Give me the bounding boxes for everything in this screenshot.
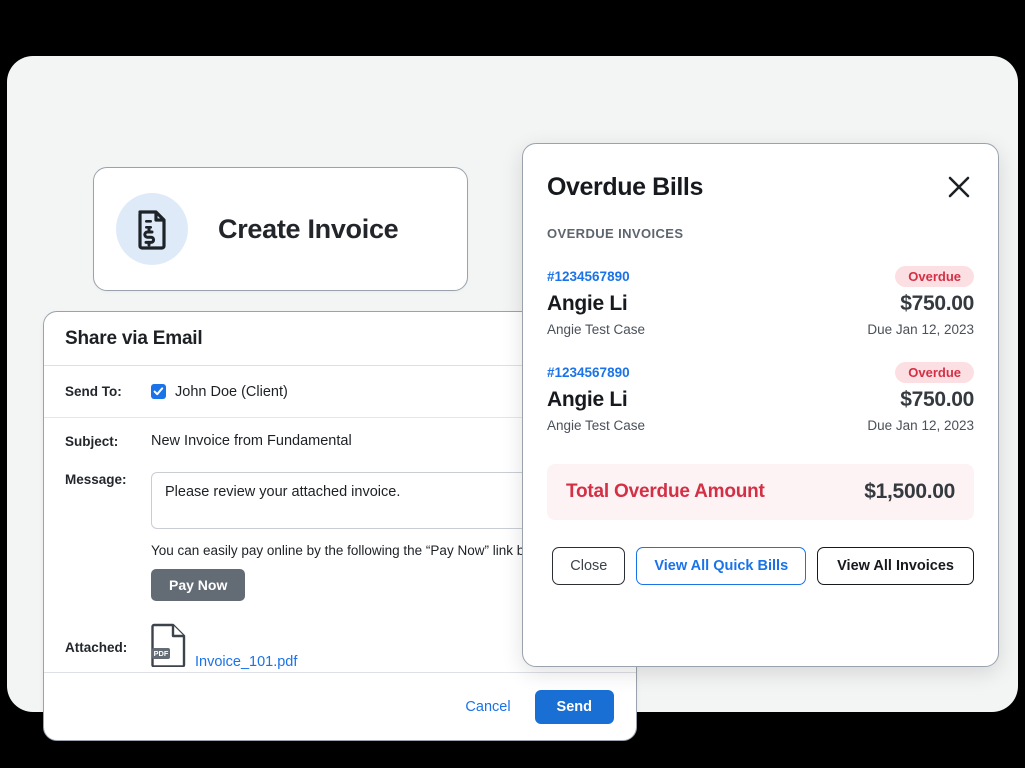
- invoice-case-name: Angie Test Case: [547, 322, 646, 337]
- overdue-section-label: OVERDUE INVOICES: [547, 226, 684, 241]
- overdue-bills-modal: Overdue Bills OVERDUE INVOICES #12345678…: [522, 143, 999, 667]
- send-to-label: Send To:: [65, 384, 122, 399]
- invoice-amount: $750.00: [900, 388, 974, 411]
- cancel-button[interactable]: Cancel: [461, 693, 514, 721]
- subject-value[interactable]: New Invoice from Fundamental: [151, 433, 352, 449]
- invoice-due-date: Due Jan 12, 2023: [867, 322, 974, 337]
- total-overdue-label: Total Overdue Amount: [566, 481, 765, 502]
- view-all-quick-bills-button[interactable]: View All Quick Bills: [636, 547, 807, 585]
- send-button[interactable]: Send: [534, 689, 614, 724]
- attached-row: Attached: PDF Invoice_101.pdf: [44, 623, 636, 672]
- invoice-amount: $750.00: [900, 292, 974, 315]
- overdue-modal-title: Overdue Bills: [547, 172, 703, 201]
- invoice-document-dollar-icon: [116, 193, 188, 265]
- subject-label: Subject:: [65, 433, 119, 449]
- invoice-client-name: Angie Li: [547, 388, 628, 411]
- pay-online-hint: You can easily pay online by the followi…: [151, 543, 555, 558]
- invoice-client-name: Angie Li: [547, 292, 628, 315]
- invoice-row[interactable]: #1234567890 Overdue Angie Li $750.00 Ang…: [547, 362, 974, 433]
- invoice-due-date: Due Jan 12, 2023: [867, 418, 974, 433]
- pdf-file-icon: PDF: [151, 623, 187, 672]
- status-badge: Overdue: [895, 266, 974, 287]
- overdue-modal-header: Overdue Bills: [547, 144, 974, 202]
- pay-now-button[interactable]: Pay Now: [151, 569, 246, 601]
- total-overdue-amount: $1,500.00: [864, 480, 955, 503]
- invoice-number-link[interactable]: #1234567890: [547, 365, 630, 380]
- attached-file-link[interactable]: Invoice_101.pdf: [195, 654, 298, 670]
- svg-text:PDF: PDF: [154, 649, 169, 658]
- invoice-case-name: Angie Test Case: [547, 418, 646, 433]
- email-dialog-title: Share via Email: [65, 327, 203, 349]
- attached-label: Attached:: [65, 640, 128, 655]
- message-label: Message:: [65, 472, 127, 487]
- invoice-row[interactable]: #1234567890 Overdue Angie Li $750.00 Ang…: [547, 266, 974, 337]
- send-to-row: Send To: John Doe (Client): [44, 366, 636, 418]
- create-invoice-card[interactable]: Create Invoice: [93, 167, 468, 291]
- subject-row: Subject: New Invoice from Fundamental: [44, 418, 636, 464]
- total-overdue-bar: Total Overdue Amount $1,500.00: [547, 464, 974, 520]
- recipient-name: John Doe (Client): [175, 383, 288, 400]
- overdue-modal-actions: Close View All Quick Bills View All Invo…: [547, 547, 974, 585]
- recipient-checkbox[interactable]: [151, 384, 166, 399]
- page-surface: Create Invoice Share via Email Send To: …: [7, 56, 1018, 741]
- view-all-invoices-button[interactable]: View All Invoices: [817, 547, 974, 585]
- status-badge: Overdue: [895, 362, 974, 383]
- invoice-number-link[interactable]: #1234567890: [547, 269, 630, 284]
- create-invoice-label: Create Invoice: [218, 213, 399, 244]
- email-dialog-footer: Cancel Send: [44, 672, 636, 740]
- email-dialog-header: Share via Email: [44, 312, 636, 366]
- close-icon[interactable]: [944, 172, 974, 202]
- modal-close-button[interactable]: Close: [552, 547, 626, 585]
